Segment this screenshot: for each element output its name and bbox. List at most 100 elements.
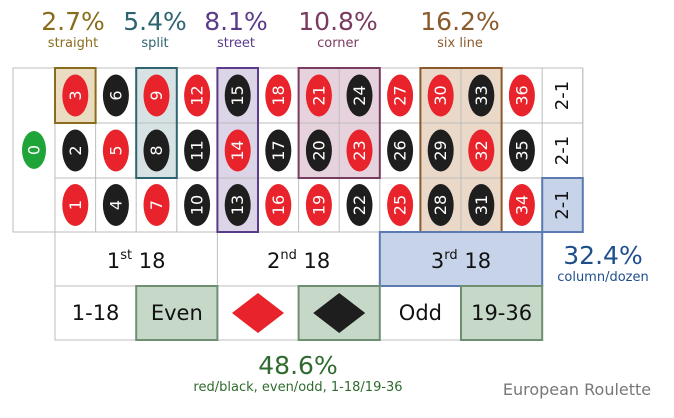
zero-pocket	[22, 131, 46, 169]
number-pocket	[305, 129, 332, 172]
number-pocket	[468, 129, 495, 172]
number-label: 23	[350, 140, 369, 160]
number-label: 15	[228, 85, 247, 105]
column-dozen-percent: 32.4%	[563, 241, 643, 270]
street-caption: 8.1% street	[181, 8, 291, 52]
six-line-label: six line	[437, 36, 483, 51]
even-bet-border	[135, 285, 219, 341]
column-bet-border	[541, 177, 584, 233]
number-label: 24	[350, 85, 369, 105]
street-border	[216, 67, 259, 233]
number-pocket	[143, 184, 170, 226]
number-pocket	[102, 184, 129, 226]
number-label: 2	[66, 145, 85, 155]
number-label: 8	[147, 145, 166, 155]
number-label: 25	[391, 195, 410, 215]
even-money-label: red/black, even/odd, 1-18/19-36	[193, 380, 403, 395]
number-label: 11	[188, 140, 207, 160]
six-line-caption: 16.2% six line	[405, 8, 515, 52]
number-label: 16	[269, 195, 288, 215]
dozen-label: 2nd 18	[267, 248, 330, 273]
number-label: 20	[309, 140, 328, 160]
dozen-label: 1st 18	[107, 248, 166, 273]
number-pocket	[468, 74, 495, 117]
number-pocket	[224, 74, 251, 117]
number-label: 32	[472, 140, 491, 160]
number-pocket	[427, 184, 454, 226]
number-pocket	[184, 184, 211, 226]
number-pocket	[346, 129, 373, 172]
number-pocket	[305, 74, 332, 117]
number-label: 30	[431, 85, 450, 105]
even-money-percent: 48.6%	[258, 351, 338, 380]
number-label: 9	[147, 90, 166, 100]
number-pocket	[62, 184, 89, 226]
number-label: 7	[147, 200, 166, 210]
straight-percent: 2.7%	[41, 7, 105, 36]
third-dozen-highlight	[379, 232, 543, 286]
number-label: 21	[309, 85, 328, 105]
outside-bet-label: 1-18	[72, 301, 120, 325]
number-pocket	[346, 184, 373, 226]
black-diamond-icon	[313, 293, 366, 333]
straight-label: straight	[47, 36, 99, 51]
zero-number: 0	[25, 145, 44, 155]
split-label: split	[141, 36, 169, 51]
number-pocket	[427, 129, 454, 172]
number-label: 4	[106, 200, 125, 210]
straight-border	[54, 67, 97, 124]
outside-bet-label: Odd	[399, 301, 442, 325]
corner-percent: 10.8%	[298, 7, 378, 36]
column-bet-highlight	[542, 178, 583, 232]
number-pocket	[508, 129, 535, 172]
number-label: 13	[228, 195, 247, 215]
corner-label: corner	[317, 36, 359, 51]
number-pocket	[143, 129, 170, 172]
number-pocket	[184, 74, 211, 117]
high-bet-border	[460, 285, 544, 341]
number-label: 36	[512, 85, 531, 105]
number-label: 12	[188, 85, 207, 105]
column-bet-label: 2-1	[552, 190, 573, 219]
number-pocket	[143, 74, 170, 117]
number-pocket	[184, 129, 211, 172]
even-bet-highlight	[136, 286, 218, 340]
high-bet-highlight	[461, 286, 543, 340]
number-pocket	[265, 74, 292, 117]
number-label: 10	[188, 195, 207, 215]
number-label: 3	[66, 90, 85, 100]
number-pocket	[224, 129, 251, 172]
number-pocket	[508, 74, 535, 117]
number-pocket	[102, 74, 129, 117]
number-pocket	[346, 74, 373, 117]
corner-border	[297, 67, 381, 179]
source-label: European Roulette	[502, 380, 652, 399]
black-bet-border	[297, 285, 381, 341]
column-bet-label: 2-1	[552, 81, 573, 110]
number-label: 5	[106, 145, 125, 155]
column-dozen-caption: 32.4% column/dozen	[548, 242, 658, 286]
number-label: 26	[391, 140, 410, 160]
corner-caption: 10.8% corner	[283, 8, 393, 52]
outside-bet-label: 19-36	[471, 301, 532, 325]
straight-caption: 2.7% straight	[18, 8, 128, 52]
number-pocket	[62, 129, 89, 172]
number-label: 29	[431, 140, 450, 160]
split-caption: 5.4% split	[100, 8, 210, 52]
number-pocket	[508, 184, 535, 226]
number-label: 18	[269, 85, 288, 105]
number-pocket	[265, 184, 292, 226]
number-label: 34	[512, 195, 531, 215]
dozen-label: 3rd 18	[431, 248, 491, 273]
column-dozen-label: column/dozen	[557, 270, 649, 285]
number-pocket	[305, 184, 332, 226]
number-pocket	[468, 184, 495, 226]
number-label: 22	[350, 195, 369, 215]
number-pocket	[224, 184, 251, 226]
split-border	[135, 67, 178, 179]
street-percent: 8.1%	[204, 7, 268, 36]
number-label: 1	[66, 200, 85, 210]
number-label: 27	[391, 85, 410, 105]
number-pocket	[387, 129, 414, 172]
number-label: 14	[228, 140, 247, 160]
